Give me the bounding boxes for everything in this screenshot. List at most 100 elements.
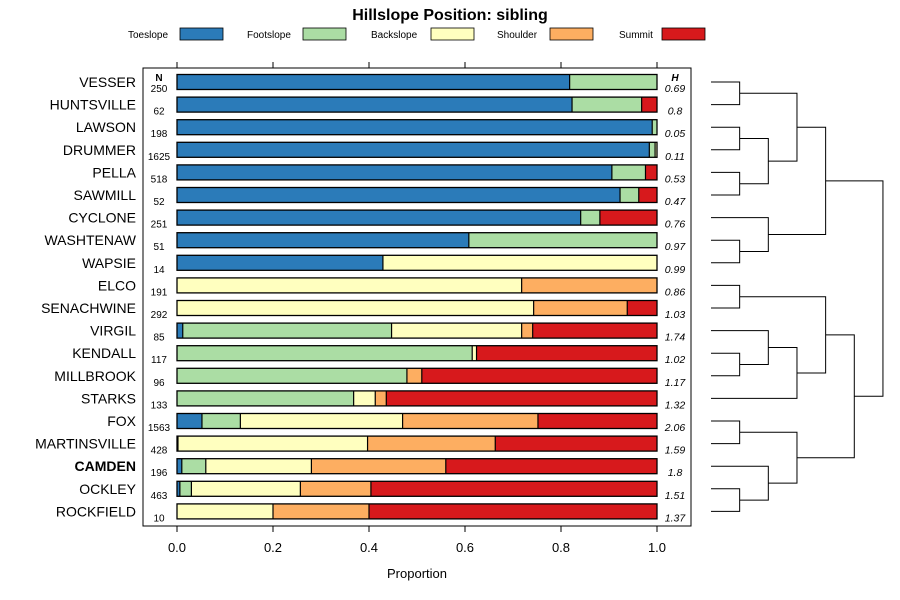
- bar-outline: [176, 119, 658, 136]
- h-value: 0.97: [665, 241, 687, 253]
- row-sawmill: SAWMILL 52 0.47: [74, 186, 686, 208]
- h-value: 1.32: [665, 399, 686, 411]
- row-senachwine: SENACHWINE 292 1.03: [41, 299, 686, 321]
- bar-segment-toeslope: [177, 481, 180, 497]
- bar-segment-footslope: [620, 187, 639, 203]
- bar-segment-summit: [421, 368, 657, 384]
- h-value: 1.02: [665, 354, 686, 366]
- row-label: CYCLONE: [68, 210, 136, 226]
- row-ockley: OCKLEY 463 1.51: [79, 480, 685, 502]
- bar-outline: [176, 277, 658, 294]
- bar-segment-summit: [645, 164, 657, 180]
- legend-swatch-backslope: [430, 27, 475, 41]
- row-huntsville: HUNTSVILLE 62 0.8: [50, 96, 682, 118]
- legend: Toeslope Footslope Backslope Shoulder Summit: [128, 27, 706, 41]
- h-value: 1.51: [665, 490, 685, 502]
- dendrogram-link: [825, 180, 884, 397]
- bar-segment-backslope: [205, 458, 312, 474]
- legend-swatch-footslope: [302, 27, 347, 41]
- legend-label-summit: Summit: [619, 30, 653, 41]
- chart-title: Hillslope Position: sibling: [352, 7, 548, 24]
- bar-segment-shoulder: [300, 481, 371, 497]
- n-value: 51: [153, 242, 165, 253]
- h-value: 0.69: [665, 83, 686, 95]
- bar-segment-summit: [627, 300, 657, 316]
- dendrogram-link: [711, 488, 741, 512]
- row-rockfield: ROCKFIELD 10 1.37: [56, 503, 687, 524]
- n-column-header: N: [155, 73, 162, 84]
- bar-outline: [176, 458, 658, 475]
- bar-segment-summit: [641, 97, 657, 113]
- bar-segment-toeslope: [177, 97, 573, 113]
- bar-segment-summit: [638, 187, 657, 203]
- bar-segment-footslope: [201, 413, 241, 429]
- x-tick-label: 0.6: [456, 540, 474, 555]
- dendrogram-link: [711, 81, 741, 106]
- bar-segment-summit: [495, 436, 657, 452]
- bar-segment-footslope: [179, 481, 192, 497]
- row-label: SENACHWINE: [41, 300, 136, 316]
- bar-segment-footslope: [569, 74, 657, 90]
- bar-segment-backslope: [382, 255, 657, 271]
- row-camden: CAMDEN 196 1.8: [75, 458, 682, 479]
- bar-outline: [176, 412, 658, 430]
- n-value: 1563: [148, 423, 171, 434]
- bar-segment-backslope: [191, 481, 301, 497]
- bar-segment-toeslope: [177, 255, 383, 271]
- bar-outline: [176, 503, 658, 520]
- bar-outline: [176, 141, 658, 158]
- h-value: 1.37: [665, 512, 687, 524]
- dendrogram-link: [711, 420, 741, 445]
- row-label: WASHTENAW: [44, 232, 136, 248]
- row-label: KENDALL: [72, 345, 136, 361]
- n-value: 96: [153, 378, 165, 389]
- bar-segment-shoulder: [533, 300, 628, 316]
- row-label: MILLBROOK: [54, 368, 136, 384]
- legend-swatch-toeslope: [179, 27, 224, 41]
- dendrogram-link: [739, 138, 769, 185]
- bar-segment-shoulder: [406, 368, 422, 384]
- row-label: FOX: [107, 413, 136, 429]
- bar-segment-shoulder: [375, 390, 387, 406]
- bar-outline: [176, 390, 658, 407]
- h-value: 1.03: [665, 309, 686, 321]
- legend-label-footslope: Footslope: [247, 30, 291, 41]
- bar-segment-backslope: [472, 345, 477, 361]
- bar-segment-footslope: [572, 97, 642, 113]
- legend-label-toeslope: Toeslope: [128, 30, 168, 41]
- n-value: 117: [151, 355, 167, 366]
- h-value: 0.86: [665, 286, 686, 298]
- bar-segment-backslope: [391, 323, 522, 339]
- n-value: 198: [151, 129, 168, 140]
- bar-segment-backslope: [240, 413, 403, 429]
- legend-label-shoulder: Shoulder: [497, 30, 538, 41]
- bar-segment-footslope: [182, 323, 392, 339]
- row-kendall: KENDALL 117 1.02: [72, 345, 685, 366]
- row-label: HUNTSVILLE: [50, 97, 136, 113]
- h-value: 0.53: [665, 173, 686, 185]
- row-martinsville: MARTINSVILLE 428 1.59: [35, 435, 685, 457]
- bar-outline: [176, 299, 658, 317]
- n-value: 292: [151, 310, 168, 321]
- bar-segment-footslope: [177, 345, 473, 361]
- x-tick-label: 1.0: [648, 540, 666, 555]
- dendrogram: [711, 81, 884, 512]
- n-value: 133: [151, 400, 168, 411]
- n-value: 85: [153, 333, 165, 344]
- row-wapsie: WAPSIE 14 0.99: [82, 254, 685, 276]
- h-value: 1.74: [665, 332, 686, 344]
- x-axis: 0.0 0.2 0.4 0.6 0.8 1.0: [168, 62, 666, 555]
- bar-outline: [176, 164, 658, 181]
- row-label: CAMDEN: [75, 458, 136, 474]
- h-value: 0.11: [665, 151, 685, 163]
- bar-segment-footslope: [468, 232, 657, 248]
- bar-segment-toeslope: [177, 119, 653, 135]
- bar-segment-summit: [370, 481, 657, 497]
- row-label: ROCKFIELD: [56, 503, 136, 519]
- bar-segment-backslope: [177, 277, 522, 293]
- bar-segment-footslope: [649, 142, 656, 158]
- bar-segment-toeslope: [177, 458, 182, 474]
- row-label: VIRGIL: [90, 323, 136, 339]
- bar-outline: [176, 232, 658, 249]
